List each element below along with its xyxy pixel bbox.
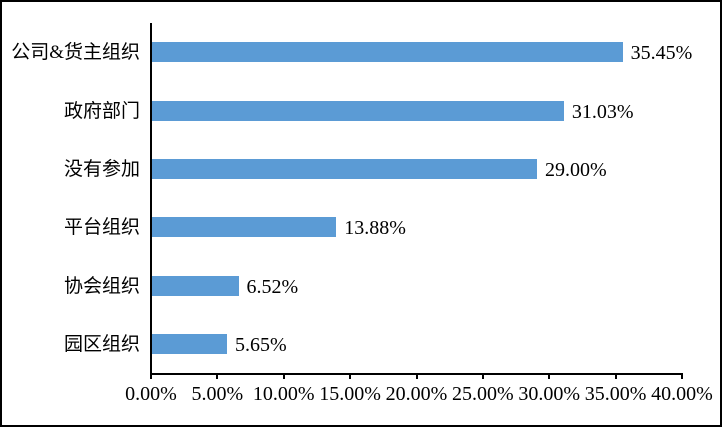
bar: [152, 275, 239, 296]
x-axis-tick-label: 0.00%: [125, 383, 177, 405]
x-axis-tick: [150, 373, 152, 379]
x-axis-tick: [481, 373, 484, 379]
x-axis-tick: [415, 373, 418, 379]
x-axis-tick-label: 15.00%: [319, 383, 381, 405]
bar-value-label: 5.65%: [235, 333, 287, 356]
bar-value-label: 35.45%: [630, 42, 693, 65]
bar: [152, 333, 227, 354]
x-axis-tick: [614, 373, 617, 379]
category-label: 园区组织: [63, 333, 140, 355]
x-axis-tick-label: 30.00%: [518, 383, 581, 405]
x-axis-tick-label: 35.00%: [584, 383, 647, 405]
bar-value-label: 31.03%: [571, 100, 634, 123]
category-label: 政府部门: [63, 100, 140, 122]
bar: [152, 158, 537, 179]
x-axis-tick: [216, 373, 219, 379]
x-axis-tick: [548, 373, 551, 379]
x-axis-tick: [349, 373, 352, 379]
bar-value-label: 6.52%: [246, 275, 299, 298]
x-axis-tick: [681, 373, 683, 379]
plot-area: 35.45% 31.03% 29.00% 13.88% 6.52% 5.65%: [150, 23, 692, 379]
bar: [152, 42, 623, 63]
x-axis-tick-label: 40.00%: [651, 383, 713, 405]
category-label: 没有参加: [63, 158, 140, 180]
x-axis-tick-label: 20.00%: [385, 383, 448, 405]
bar-value-label: 13.88%: [344, 217, 406, 240]
x-axis-tick-label: 25.00%: [452, 383, 514, 405]
x-axis-tick: [282, 373, 285, 379]
x-axis-tick-label: 5.00%: [191, 383, 244, 405]
bar: [152, 217, 337, 238]
x-axis-tick-label: 10.00%: [252, 383, 315, 405]
bar-value-label: 29.00%: [544, 158, 607, 181]
category-label: 公司&货主组织: [11, 42, 140, 64]
category-label: 协会组织: [63, 275, 140, 297]
category-label: 平台组织: [63, 217, 140, 239]
bar: [152, 100, 564, 121]
